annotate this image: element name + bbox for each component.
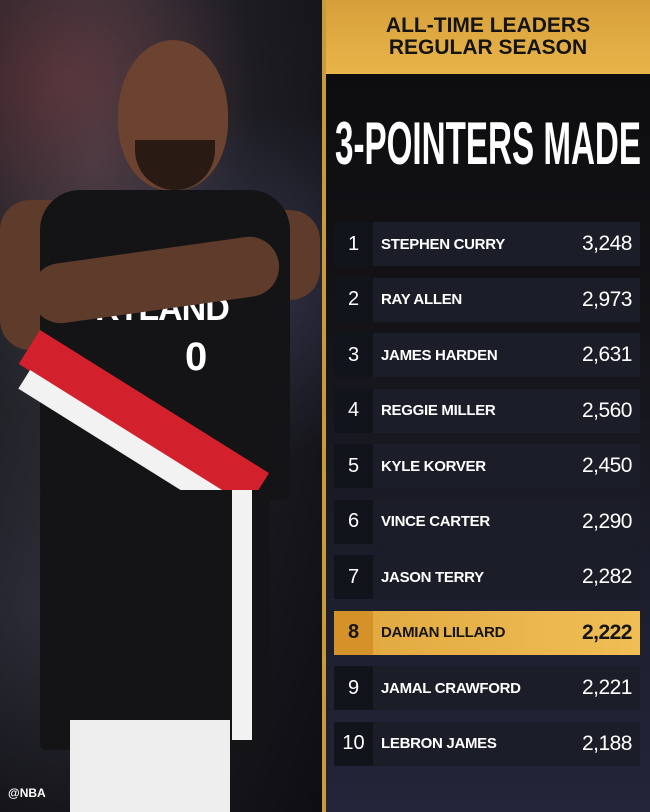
- stat-title: 3-POINTERS MADE: [326, 108, 650, 174]
- player-name: VINCE CARTER: [381, 513, 490, 530]
- stat-title-svg: 3-POINTERS MADE: [335, 110, 641, 174]
- rank-cell: 3: [334, 333, 373, 377]
- value-cell: 3,248: [582, 232, 640, 256]
- header-line-2: REGULAR SEASON: [388, 36, 588, 59]
- table-row: 7 JASON TERRY 2,282: [334, 555, 640, 599]
- rank: 6: [347, 510, 360, 532]
- value-cell: 2,973: [582, 288, 640, 312]
- three-pointers-value: 2,290: [581, 509, 633, 533]
- player-name: JAMAL CRAWFORD: [381, 679, 521, 697]
- value-cell: 2,290: [582, 510, 640, 534]
- player-name: RAY ALLEN: [381, 291, 462, 308]
- player-photo: RTLAND 0 @NBA: [0, 0, 322, 812]
- rank: 7: [347, 565, 360, 588]
- name-cell: VINCE CARTER: [373, 513, 582, 530]
- name-cell: STEPHEN CURRY: [373, 236, 582, 253]
- rank: 10: [342, 732, 365, 754]
- three-pointers-value: 2,188: [581, 731, 633, 755]
- table-row: 8 DAMIAN LILLARD 2,222: [334, 610, 640, 655]
- value-cell: 2,560: [582, 399, 640, 423]
- three-pointers-value: 2,282: [581, 565, 633, 588]
- rank-cell: 6: [334, 499, 373, 544]
- rank-cell: 4: [334, 388, 373, 433]
- table-row: 1 STEPHEN CURRY 3,248: [334, 222, 640, 266]
- player-name: DAMIAN LILLARD: [381, 624, 506, 641]
- table-row: 3 JAMES HARDEN 2,631: [334, 333, 640, 377]
- rank-cell: 7: [334, 555, 373, 599]
- rank-cell: 2: [334, 277, 373, 322]
- three-pointers-value: 2,631: [581, 343, 633, 366]
- stat-title-text: 3-POINTERS MADE: [335, 110, 641, 174]
- name-cell: DAMIAN LILLARD: [373, 624, 582, 641]
- rank-cell: 5: [334, 444, 373, 488]
- three-pointers-value: 2,450: [581, 454, 633, 477]
- name-cell: KYLE KORVER: [373, 458, 582, 475]
- value-cell: 2,222: [582, 621, 640, 645]
- rank: 3: [347, 343, 360, 366]
- table-row: 10 LEBRON JAMES 2,188: [334, 721, 640, 766]
- name-cell: JASON TERRY: [373, 569, 582, 586]
- name-cell: RAY ALLEN: [373, 291, 582, 308]
- rank: 5: [347, 454, 360, 477]
- rank: 9: [347, 676, 360, 699]
- rank-cell: 10: [334, 721, 373, 766]
- three-pointers-value: 2,560: [581, 398, 633, 422]
- table-row: 5 KYLE KORVER 2,450: [334, 444, 640, 488]
- value-cell: 2,282: [582, 565, 640, 589]
- jersey-number: 0: [185, 335, 208, 379]
- shorts: [40, 490, 270, 750]
- table-row: 9 JAMAL CRAWFORD 2,221: [334, 666, 640, 710]
- value-cell: 2,631: [582, 343, 640, 367]
- rank: 1: [347, 232, 360, 255]
- player-name: REGGIE MILLER: [381, 402, 496, 419]
- shorts-stripe: [232, 490, 252, 740]
- table-row: 4 REGGIE MILLER 2,560: [334, 388, 640, 433]
- header-line-1: ALL-TIME LEADERS: [385, 14, 591, 37]
- rank-cell: 8: [334, 610, 373, 655]
- gold-divider: [322, 0, 326, 812]
- leg-sleeves: [70, 720, 230, 812]
- value-cell: 2,450: [582, 454, 640, 478]
- rank: 2: [347, 288, 360, 310]
- three-pointers-value: 2,222: [581, 620, 633, 644]
- three-pointers-value: 3,248: [581, 232, 633, 255]
- table-row: 6 VINCE CARTER 2,290: [334, 499, 640, 544]
- rank: 8: [347, 621, 360, 643]
- leaders-panel: ALL-TIME LEADERS REGULAR SEASON 3-POINTE…: [326, 0, 650, 812]
- header-banner: ALL-TIME LEADERS REGULAR SEASON: [326, 0, 650, 74]
- name-cell: JAMES HARDEN: [373, 347, 582, 364]
- player-name: JAMES HARDEN: [381, 346, 498, 364]
- name-cell: JAMAL CRAWFORD: [373, 680, 582, 697]
- value-cell: 2,221: [582, 676, 640, 700]
- rank-cell: 9: [334, 666, 373, 710]
- rank: 4: [347, 399, 360, 421]
- value-cell: 2,188: [582, 732, 640, 756]
- player-name: STEPHEN CURRY: [381, 235, 505, 253]
- rank-cell: 1: [334, 222, 373, 266]
- table-row: 2 RAY ALLEN 2,973: [334, 277, 640, 322]
- name-cell: LEBRON JAMES: [373, 735, 582, 752]
- three-pointers-value: 2,221: [581, 676, 633, 699]
- nba-watermark: @NBA: [8, 786, 46, 800]
- name-cell: REGGIE MILLER: [373, 402, 582, 419]
- three-pointers-value: 2,973: [581, 287, 633, 311]
- player-name: LEBRON JAMES: [381, 735, 497, 752]
- player-name: KYLE KORVER: [381, 457, 486, 475]
- player-name: JASON TERRY: [381, 568, 484, 586]
